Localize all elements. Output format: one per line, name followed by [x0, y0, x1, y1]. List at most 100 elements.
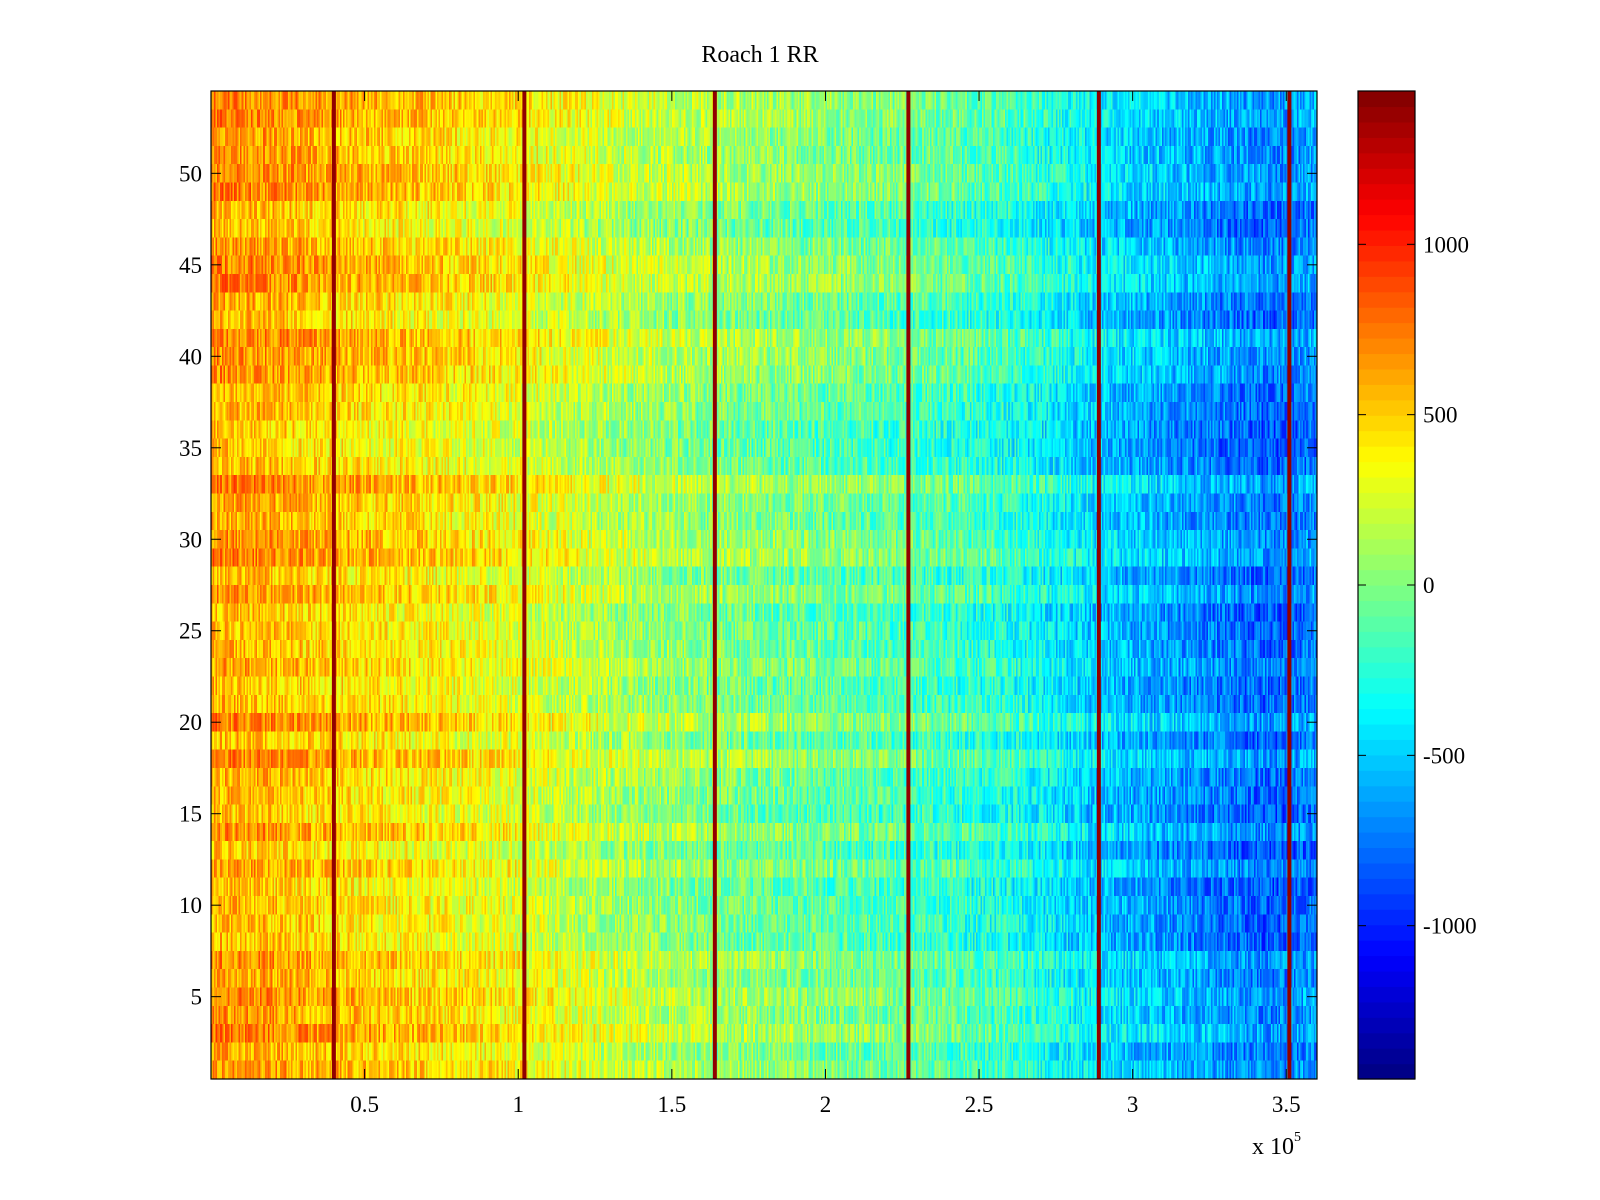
colorbar-band	[1358, 523, 1415, 540]
colorbar-band	[1358, 585, 1415, 602]
colorbar-band	[1358, 754, 1415, 771]
heatmap-plot-area	[211, 91, 1317, 1079]
colorbar-band	[1358, 693, 1415, 710]
colorbar-tick-label: -1000	[1423, 914, 1477, 939]
colorbar-band	[1358, 446, 1415, 463]
colorbar-band	[1358, 801, 1415, 818]
colorbar-band	[1358, 785, 1415, 802]
axes-frame	[210, 90, 1318, 1080]
colorbar-band	[1358, 461, 1415, 478]
x-tick-label: 3	[1127, 1092, 1139, 1117]
colorbar-band	[1358, 353, 1415, 370]
colorbar-axis: 1000 500 0 -500 -1000	[1358, 232, 1477, 939]
colorbar-band	[1358, 1032, 1415, 1049]
vertical-line-1	[331, 91, 336, 1079]
y-tick-label: 10	[179, 893, 202, 918]
colorbar-band	[1358, 260, 1415, 277]
colorbar-band	[1358, 770, 1415, 787]
colorbar-band	[1358, 214, 1415, 231]
colorbar-band	[1358, 152, 1415, 169]
colorbar-band	[1358, 276, 1415, 293]
y-tick-label: 50	[179, 161, 202, 186]
colorbar-band	[1358, 121, 1415, 138]
colorbar-band	[1358, 924, 1415, 941]
x-tick-label: 1.5	[657, 1092, 686, 1117]
colorbar-band	[1358, 646, 1415, 663]
colorbar-band	[1358, 816, 1415, 833]
y-tick-label: 35	[179, 436, 202, 461]
vertical-line-4	[906, 91, 911, 1079]
colorbar-band	[1358, 1017, 1415, 1034]
x-axis-multiplier-base: x 10	[1252, 1134, 1294, 1160]
x-axis-multiplier-exponent: 5	[1294, 1130, 1301, 1145]
vertical-line-3	[712, 91, 717, 1079]
colorbar-band	[1358, 384, 1415, 401]
y-tick-label: 15	[179, 802, 202, 827]
colorbar-band	[1358, 862, 1415, 879]
colorbar-band	[1358, 662, 1415, 679]
colorbar-band	[1358, 615, 1415, 632]
colorbar-tick-label: 0	[1423, 573, 1435, 598]
colorbar-band	[1358, 368, 1415, 385]
colorbar-band	[1358, 569, 1415, 586]
colorbar	[1358, 91, 1415, 1080]
y-tick-label: 25	[179, 619, 202, 644]
colorbar-band	[1358, 338, 1415, 355]
colorbar-band	[1358, 878, 1415, 895]
colorbar-band	[1358, 430, 1415, 447]
colorbar-band	[1358, 723, 1415, 740]
colorbar-band	[1358, 554, 1415, 571]
colorbar-band	[1358, 507, 1415, 524]
colorbar-band	[1358, 677, 1415, 694]
colorbar-band	[1358, 631, 1415, 648]
colorbar-band	[1358, 955, 1415, 972]
colorbar-band	[1358, 832, 1415, 849]
y-tick-label: 5	[191, 985, 203, 1010]
colorbar-band	[1358, 106, 1415, 123]
colorbar-band	[1358, 986, 1415, 1003]
x-tick-label: 2.5	[965, 1092, 994, 1117]
colorbar-band	[1358, 476, 1415, 493]
chart-title: Roach 1 RR	[701, 42, 819, 68]
colorbar-band	[1358, 245, 1415, 262]
x-axis: 0.5 1 1.5 2 2.5 3 3.5	[350, 91, 1301, 1117]
vertical-line-5	[1096, 91, 1101, 1079]
x-tick-label: 2	[820, 1092, 832, 1117]
colorbar-band	[1358, 1063, 1415, 1080]
y-tick-label: 45	[179, 253, 202, 278]
colorbar-band	[1358, 307, 1415, 324]
colorbar-band	[1358, 291, 1415, 308]
colorbar-tick-label: 1000	[1423, 232, 1469, 257]
colorbar-band	[1358, 847, 1415, 864]
colorbar-tick-label: 500	[1423, 403, 1458, 428]
x-tick-label: 0.5	[350, 1092, 379, 1117]
colorbar-band	[1358, 940, 1415, 957]
colorbar-band	[1358, 399, 1415, 416]
colorbar-tick-label: -500	[1423, 743, 1465, 768]
colorbar-band	[1358, 91, 1415, 108]
colorbar-band	[1358, 415, 1415, 432]
colorbar-band	[1358, 708, 1415, 725]
x-tick-label: 3.5	[1272, 1092, 1301, 1117]
vertical-line-6	[1287, 91, 1292, 1079]
x-axis-multiplier: x 105	[1252, 1130, 1301, 1161]
colorbar-band	[1358, 492, 1415, 509]
y-tick-label: 30	[179, 527, 202, 552]
y-tick-label: 20	[179, 710, 202, 735]
colorbar-band	[1358, 322, 1415, 339]
colorbar-band	[1358, 229, 1415, 246]
colorbar-band	[1358, 538, 1415, 555]
colorbar-band	[1358, 970, 1415, 987]
colorbar-band	[1358, 1001, 1415, 1018]
colorbar-band	[1358, 183, 1415, 200]
x-tick-label: 1	[512, 1092, 524, 1117]
colorbar-band	[1358, 1048, 1415, 1065]
colorbar-band	[1358, 893, 1415, 910]
y-tick-label: 40	[179, 344, 202, 369]
heatmap-cells	[211, 91, 1317, 1079]
colorbar-band	[1358, 600, 1415, 617]
colorbar-band	[1358, 909, 1415, 926]
colorbar-band	[1358, 137, 1415, 154]
y-axis: 5 10 15 20 25 30 35 40 45 50	[179, 161, 1317, 1010]
